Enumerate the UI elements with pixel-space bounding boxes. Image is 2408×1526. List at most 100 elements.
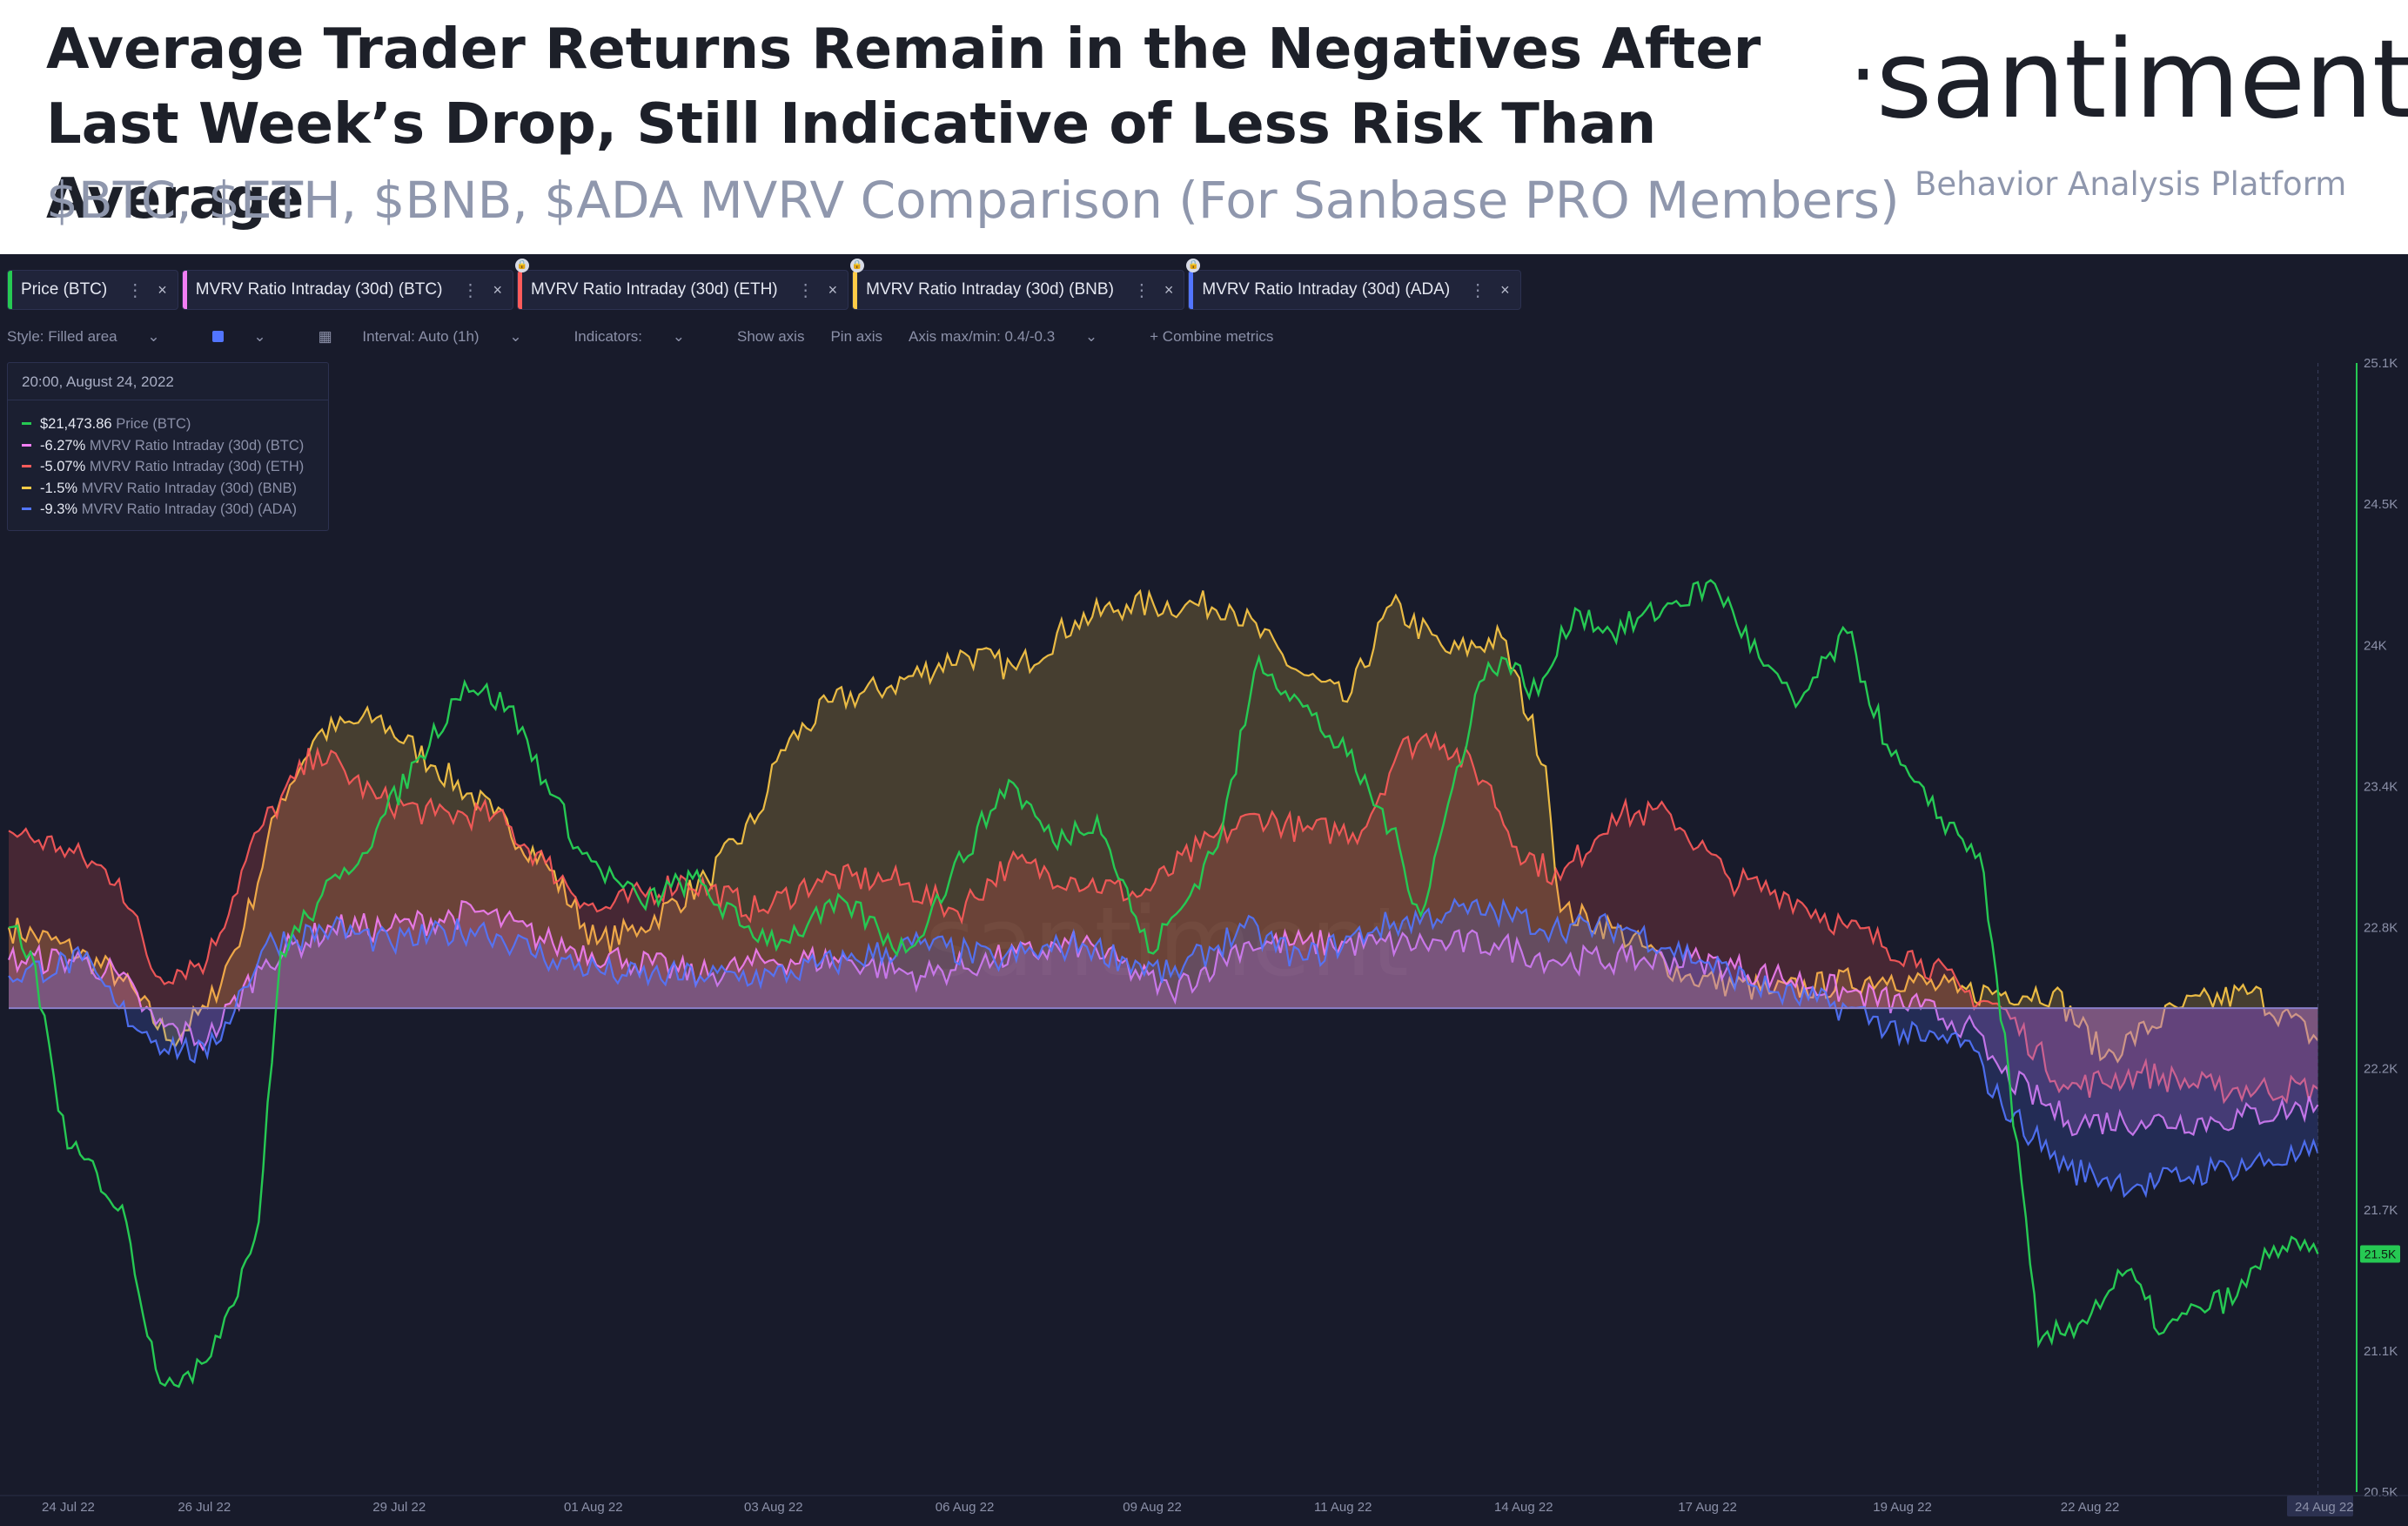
tab-color-bar xyxy=(517,271,522,309)
x-tick-label: 14 Aug 22 xyxy=(1494,1500,1553,1515)
series-price-btc-line xyxy=(8,578,2319,1388)
tab-label: MVRV Ratio Intraday (30d) (BNB) xyxy=(866,280,1114,299)
tab-color-bar xyxy=(853,271,858,309)
y-tick-label: 24K xyxy=(2364,638,2387,653)
y-tick-label: 24.5K xyxy=(2364,497,2398,512)
chevron-down-icon: ⌄ xyxy=(672,328,685,345)
legend-line-icon xyxy=(22,508,31,510)
x-tick-label: 19 Aug 22 xyxy=(1873,1500,1932,1515)
calendar-icon: ▦ xyxy=(318,328,332,345)
close-icon[interactable]: × xyxy=(493,280,502,299)
current-date-marker xyxy=(2287,1496,2353,1516)
close-icon[interactable]: × xyxy=(158,280,167,299)
area-fill xyxy=(9,899,2318,1196)
x-tick-label: 29 Jul 22 xyxy=(372,1500,426,1515)
logo-dot-left: · xyxy=(1849,24,1877,125)
interval-select[interactable]: ▦ Interval: Auto (1h) ⌄ xyxy=(319,328,548,346)
subtitle: $BTC, $ETH, $BNB, $ADA MVRV Comparison (… xyxy=(46,171,1900,230)
legend-row: -1.5% MVRV Ratio Intraday (30d) (BNB) xyxy=(22,478,304,500)
tab-mvrv-bnb[interactable]: 🔒 MVRV Ratio Intraday (30d) (BNB) ⋮ × xyxy=(850,259,1185,310)
legend-row: $21,473.86 Price (BTC) xyxy=(22,413,304,435)
area-fill xyxy=(9,590,2318,1062)
series-line xyxy=(8,897,2319,1199)
more-icon[interactable]: ⋮ xyxy=(1132,280,1150,300)
x-tick-label: 09 Aug 22 xyxy=(1123,1500,1182,1515)
legend-row: -6.27% MVRV Ratio Intraday (30d) (BTC) xyxy=(22,435,304,457)
more-icon[interactable]: ⋮ xyxy=(1469,280,1486,300)
chart-toolbar: Style: Filled area ⌄ ⌄ ▦ Interval: Auto … xyxy=(7,324,1299,350)
legend-line-icon xyxy=(22,422,31,425)
current-price-marker xyxy=(2360,1245,2400,1263)
tab-mvrv-ada[interactable]: 🔒 MVRV Ratio Intraday (30d) (ADA) ⋮ × xyxy=(1186,259,1521,310)
legend-label: MVRV Ratio Intraday (30d) (ETH) xyxy=(89,459,305,474)
legend-row: -9.3% MVRV Ratio Intraday (30d) (ADA) xyxy=(22,499,304,521)
series-mvrv-ratio-intraday-30d-bnb xyxy=(7,588,2319,1064)
area-fill xyxy=(9,734,2318,1102)
legend-label: MVRV Ratio Intraday (30d) (BNB) xyxy=(81,480,297,496)
tab-price-btc[interactable]: Price (BTC) ⋮ × xyxy=(7,270,178,310)
chart-panel: santiment 25.1K 24.5K 24K 23.4K 22.8K 22.2K 21.… xyxy=(0,254,2408,1526)
indicators-select[interactable]: Indicators: ⌄ xyxy=(574,328,711,346)
color-swatch xyxy=(211,331,224,342)
axis-maxmin-select[interactable]: Axis max/min: 0.4/-0.3 ⌄ xyxy=(909,328,1124,346)
legend-value: $21,473.86 xyxy=(40,416,112,432)
tab-mvrv-eth[interactable]: 🔒 MVRV Ratio Intraday (30d) (ETH) ⋮ × xyxy=(514,259,849,310)
logo-text: santiment xyxy=(1875,17,2408,143)
x-tick-label: 06 Aug 22 xyxy=(936,1500,995,1515)
x-tick-label: 26 Jul 22 xyxy=(178,1500,231,1515)
headline: Average Trader Returns Remain in the Neg… xyxy=(46,17,1761,232)
color-picker[interactable]: ⌄ xyxy=(211,328,292,346)
indicators-label: Indicators: xyxy=(573,328,642,345)
chart-canvas[interactable]: santiment25.1K24.5K24K23.4K22.8K22.2K21.… xyxy=(0,254,2408,1526)
lock-icon: 🔒 xyxy=(514,259,529,272)
series-mvrv-ratio-intraday-30d-ada xyxy=(8,897,2319,1199)
tab-label: MVRV Ratio Intraday (30d) (ADA) xyxy=(1202,280,1451,299)
more-icon[interactable]: ⋮ xyxy=(461,280,479,300)
close-icon[interactable]: × xyxy=(828,280,838,299)
chevron-down-icon: ⌄ xyxy=(509,328,522,345)
lock-icon: 🔒 xyxy=(850,259,865,272)
tagline: Behavior Analysis Platform xyxy=(1915,165,2347,203)
close-icon[interactable]: × xyxy=(1500,280,1510,299)
show-axis-toggle[interactable]: Show axis xyxy=(736,328,805,345)
x-tick-label: 22 Aug 22 xyxy=(2061,1500,2120,1515)
y-tick-label: 21.7K xyxy=(2364,1203,2398,1218)
x-tick-label: 01 Aug 22 xyxy=(564,1500,623,1515)
series-line xyxy=(7,588,2319,1064)
legend-value: -9.3% xyxy=(40,501,78,517)
legend-rows: $21,473.86 Price (BTC) -6.27% MVRV Ratio… xyxy=(22,413,304,521)
legend-value: -1.5% xyxy=(40,480,78,496)
chevron-down-icon: ⌄ xyxy=(147,328,160,345)
more-icon[interactable]: ⋮ xyxy=(796,280,815,300)
tab-label: MVRV Ratio Intraday (30d) (ETH) xyxy=(530,280,778,299)
style-select[interactable]: Style: Filled area ⌄ xyxy=(7,328,186,346)
style-label: Style: Filled area xyxy=(7,328,117,345)
legend-value: -5.07% xyxy=(40,459,86,474)
tab-color-bar xyxy=(1189,271,1194,309)
legend-value: -6.27% xyxy=(40,437,86,454)
y-tick-label: 20.5K xyxy=(2364,1485,2398,1500)
y-tick-label: 22.2K xyxy=(2364,1062,2398,1077)
series-line xyxy=(7,899,2319,1137)
x-tick-label: 24 Jul 22 xyxy=(42,1500,95,1515)
combine-metrics-button[interactable]: + Combine metrics xyxy=(1150,328,1274,345)
legend-label: MVRV Ratio Intraday (30d) (ADA) xyxy=(81,501,297,517)
x-tick-label: 03 Aug 22 xyxy=(744,1500,803,1515)
legend-date: 20:00, August 24, 2022 xyxy=(22,373,174,390)
close-icon[interactable]: × xyxy=(1164,280,1174,299)
current-price-label: 21.5K xyxy=(2364,1247,2397,1261)
x-tick-label: 17 Aug 22 xyxy=(1678,1500,1737,1515)
pin-axis-toggle[interactable]: Pin axis xyxy=(830,328,882,345)
legend-label: MVRV Ratio Intraday (30d) (BTC) xyxy=(89,437,305,454)
x-tick-label: 24 Aug 22 xyxy=(2295,1500,2354,1515)
metric-tabs: Price (BTC) ⋮ × MVRV Ratio Intraday (30d… xyxy=(7,259,1525,310)
santiment-logo[interactable]: ·santiment· xyxy=(1849,17,2408,143)
legend-line-icon xyxy=(22,465,31,467)
tab-mvrv-btc[interactable]: MVRV Ratio Intraday (30d) (BTC) ⋮ × xyxy=(181,270,513,310)
y-tick-label: 25.1K xyxy=(2364,356,2398,371)
y-tick-label: 23.4K xyxy=(2364,779,2398,794)
more-icon[interactable]: ⋮ xyxy=(126,280,144,300)
header: Average Trader Returns Remain in the Neg… xyxy=(0,0,2408,254)
interval-label: Interval: Auto (1h) xyxy=(362,328,480,345)
series-mvrv-ratio-intraday-30d-btc xyxy=(7,899,2319,1137)
